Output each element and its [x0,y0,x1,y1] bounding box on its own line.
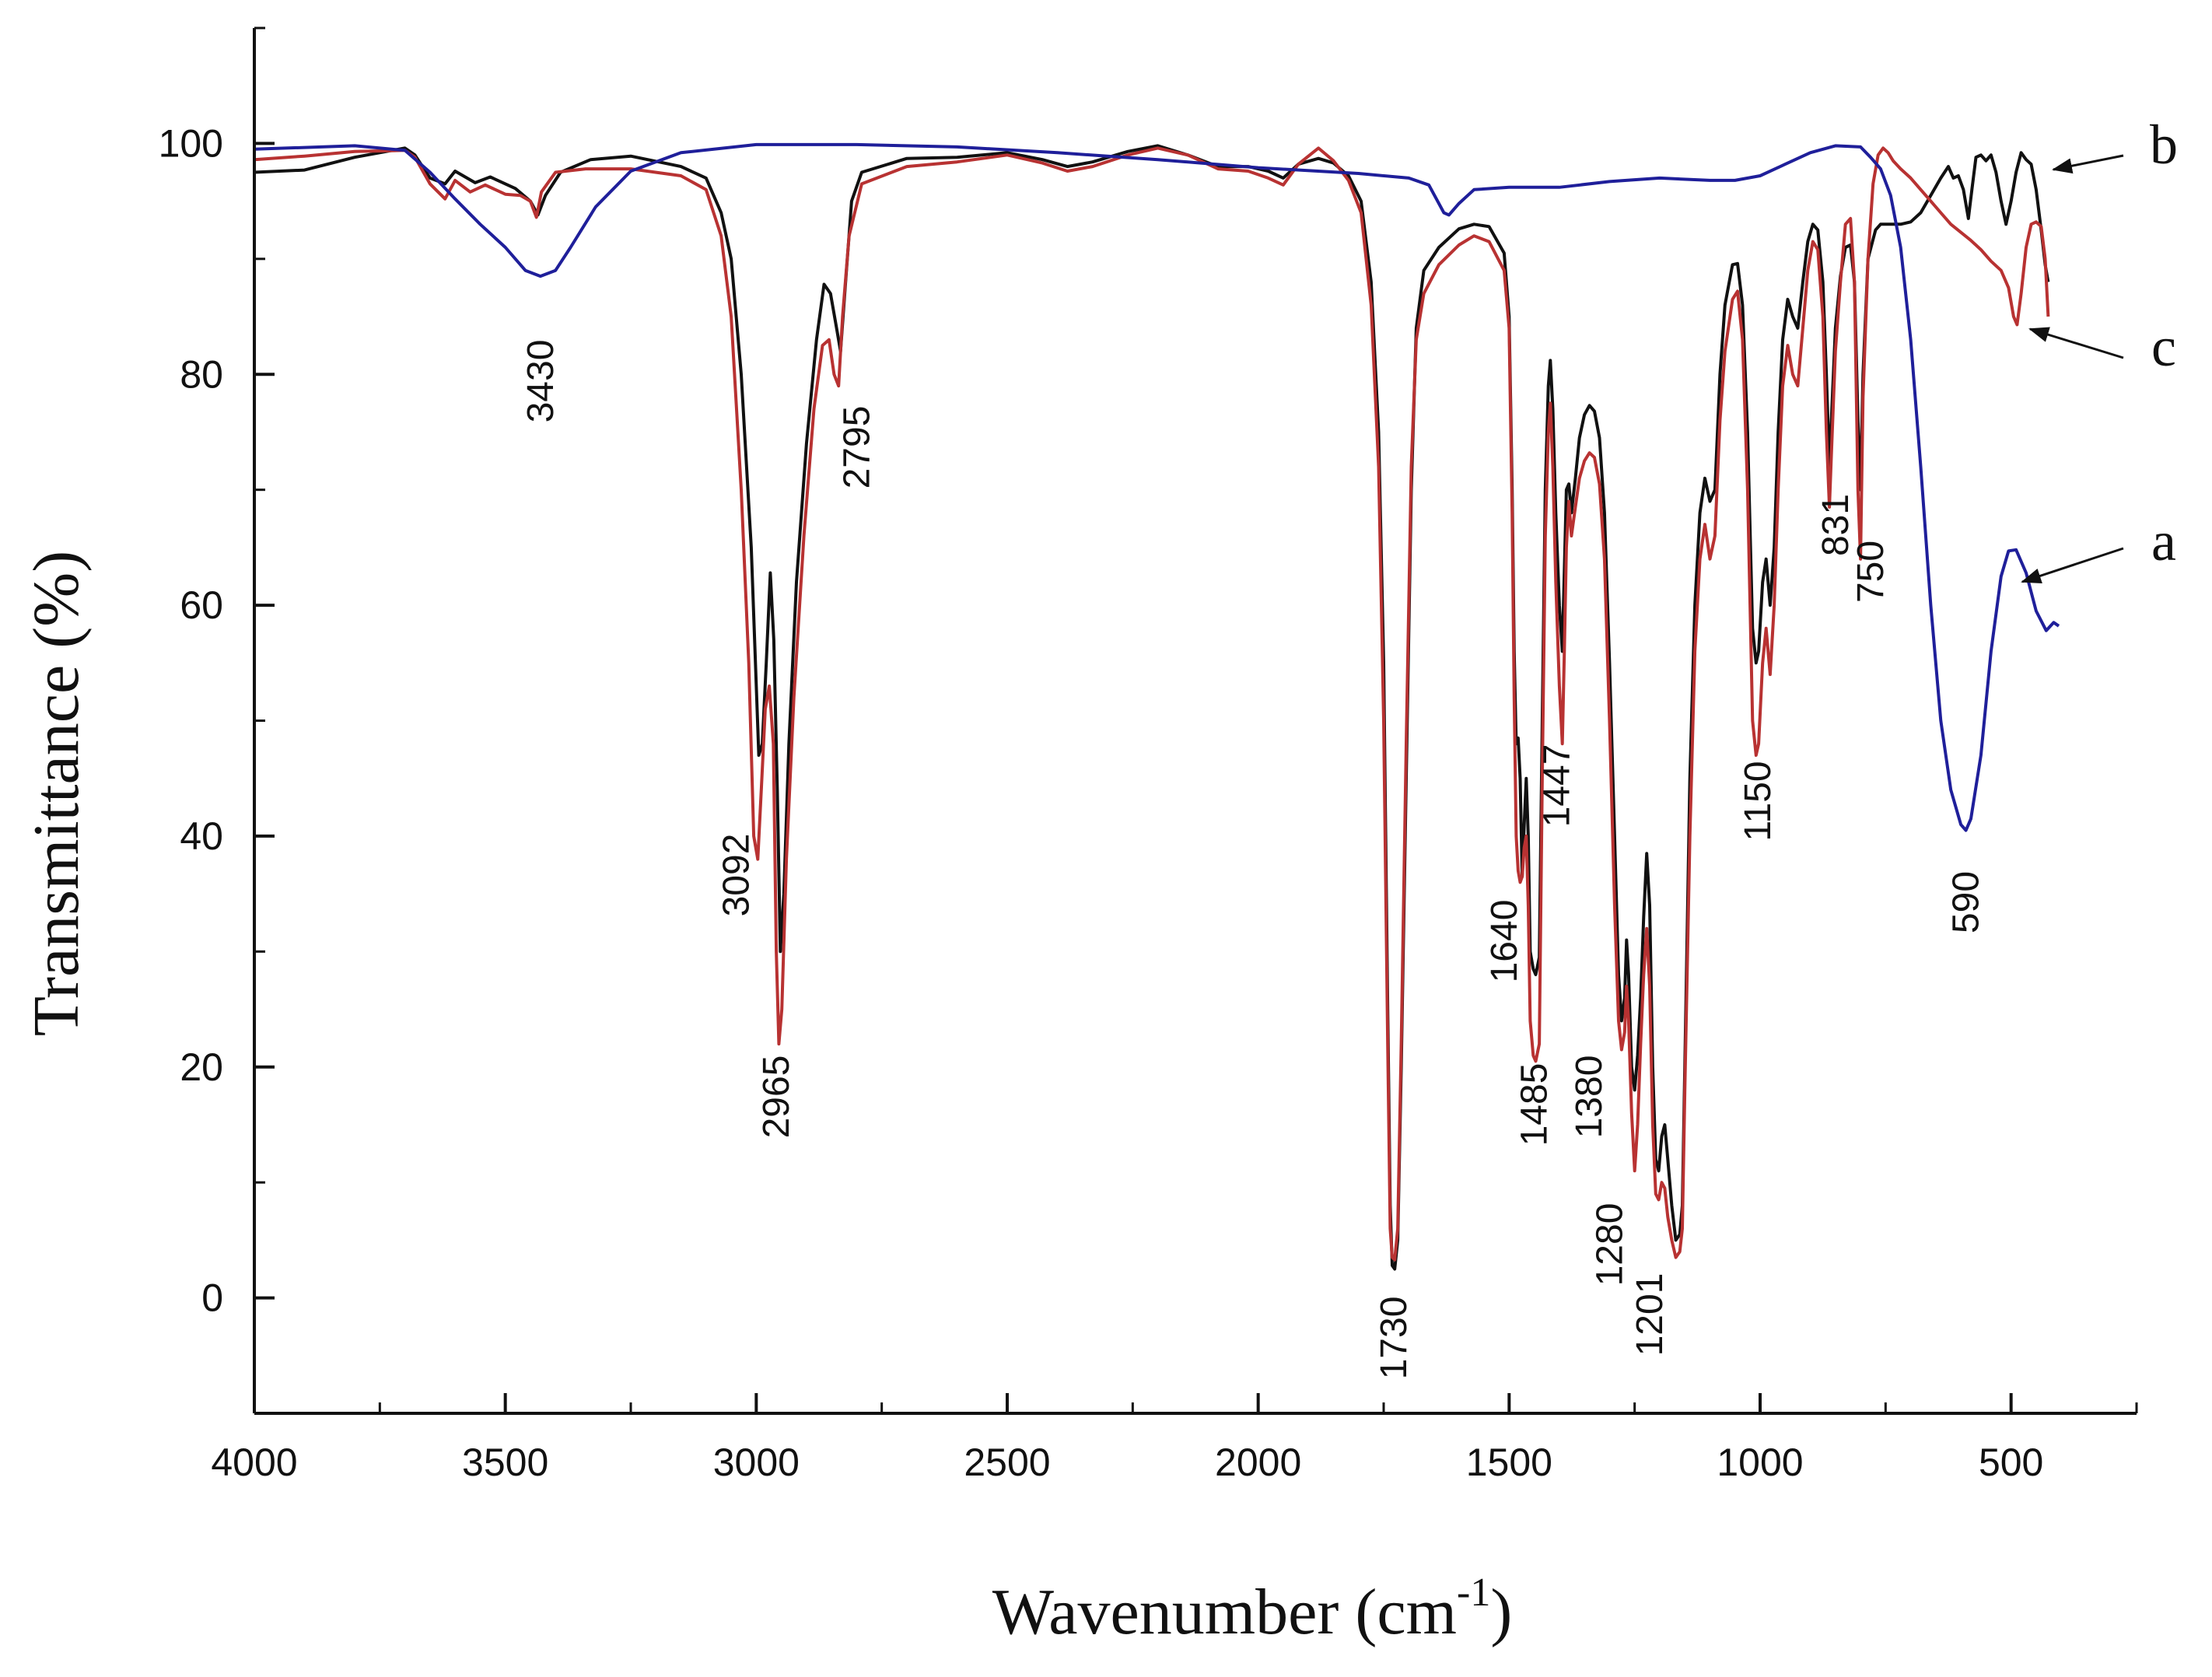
x-axis-title-close: ) [1490,1576,1512,1648]
legend-label-c: c [2151,316,2176,378]
y-tick-label: 80 [180,352,223,396]
peak-label-1485: 1485 [1514,1063,1556,1147]
legend-arrow-b [2052,154,2124,174]
label-layer: 3430 3092 2965 2795 1730 1640 1485 1447 1380 1280… [520,114,2178,1379]
legend-arrow-a [2021,547,2124,583]
x-tick-label: 1500 [1466,1441,1552,1484]
peak-label-1447: 1447 [1537,744,1578,828]
x-tick-label: 4000 [211,1441,297,1484]
peak-label-2795: 2795 [836,406,877,489]
x-axis-title: Wavenumber (cm-1) [992,1570,1513,1648]
x-axis-title-main: Wavenumber (cm [992,1576,1457,1648]
peak-label-2965: 2965 [756,1056,797,1139]
peak-label-750: 750 [1850,541,1892,603]
legend-arrow-c [2028,327,2124,359]
peak-label-1201: 1201 [1629,1273,1671,1357]
peak-label-590: 590 [1946,871,1987,933]
series-line-c [254,146,2050,1262]
x-tick-label: 2500 [964,1441,1050,1484]
peak-label-1150: 1150 [1738,761,1779,841]
y-tick-label: 100 [159,121,223,165]
legend-label-a: a [2151,510,2176,572]
x-tick-label: 3500 [462,1441,548,1484]
y-tick-label: 0 [201,1276,223,1320]
peak-label-1380: 1380 [1569,1056,1610,1139]
x-tick-label: 1000 [1717,1441,1803,1484]
legend-label-b: b [2150,114,2178,176]
y-tick-label: 60 [180,583,223,627]
series-line-a [254,142,2060,832]
peak-label-3430: 3430 [520,340,562,423]
peak-label-1640: 1640 [1484,900,1525,983]
peak-label-3092: 3092 [716,834,758,917]
y-axis-title: Transmittance (%) [20,551,93,1036]
peak-label-831: 831 [1815,494,1857,556]
y-tick-label: 40 [180,814,223,858]
x-tick-label: 2000 [1215,1441,1301,1484]
x-tick-label: 3000 [713,1441,800,1484]
x-tick-label: 500 [1979,1441,2043,1484]
peak-label-1280: 1280 [1589,1203,1630,1287]
peak-label-1730: 1730 [1374,1297,1415,1380]
y-tick-label: 20 [180,1045,223,1089]
series-layer [254,142,2060,1271]
x-axis-title-superscript: -1 [1457,1570,1490,1615]
axes-layer: 4000 3500 3000 2500 2000 1500 1000 500 0 20 40 60 80… [159,26,2138,1484]
